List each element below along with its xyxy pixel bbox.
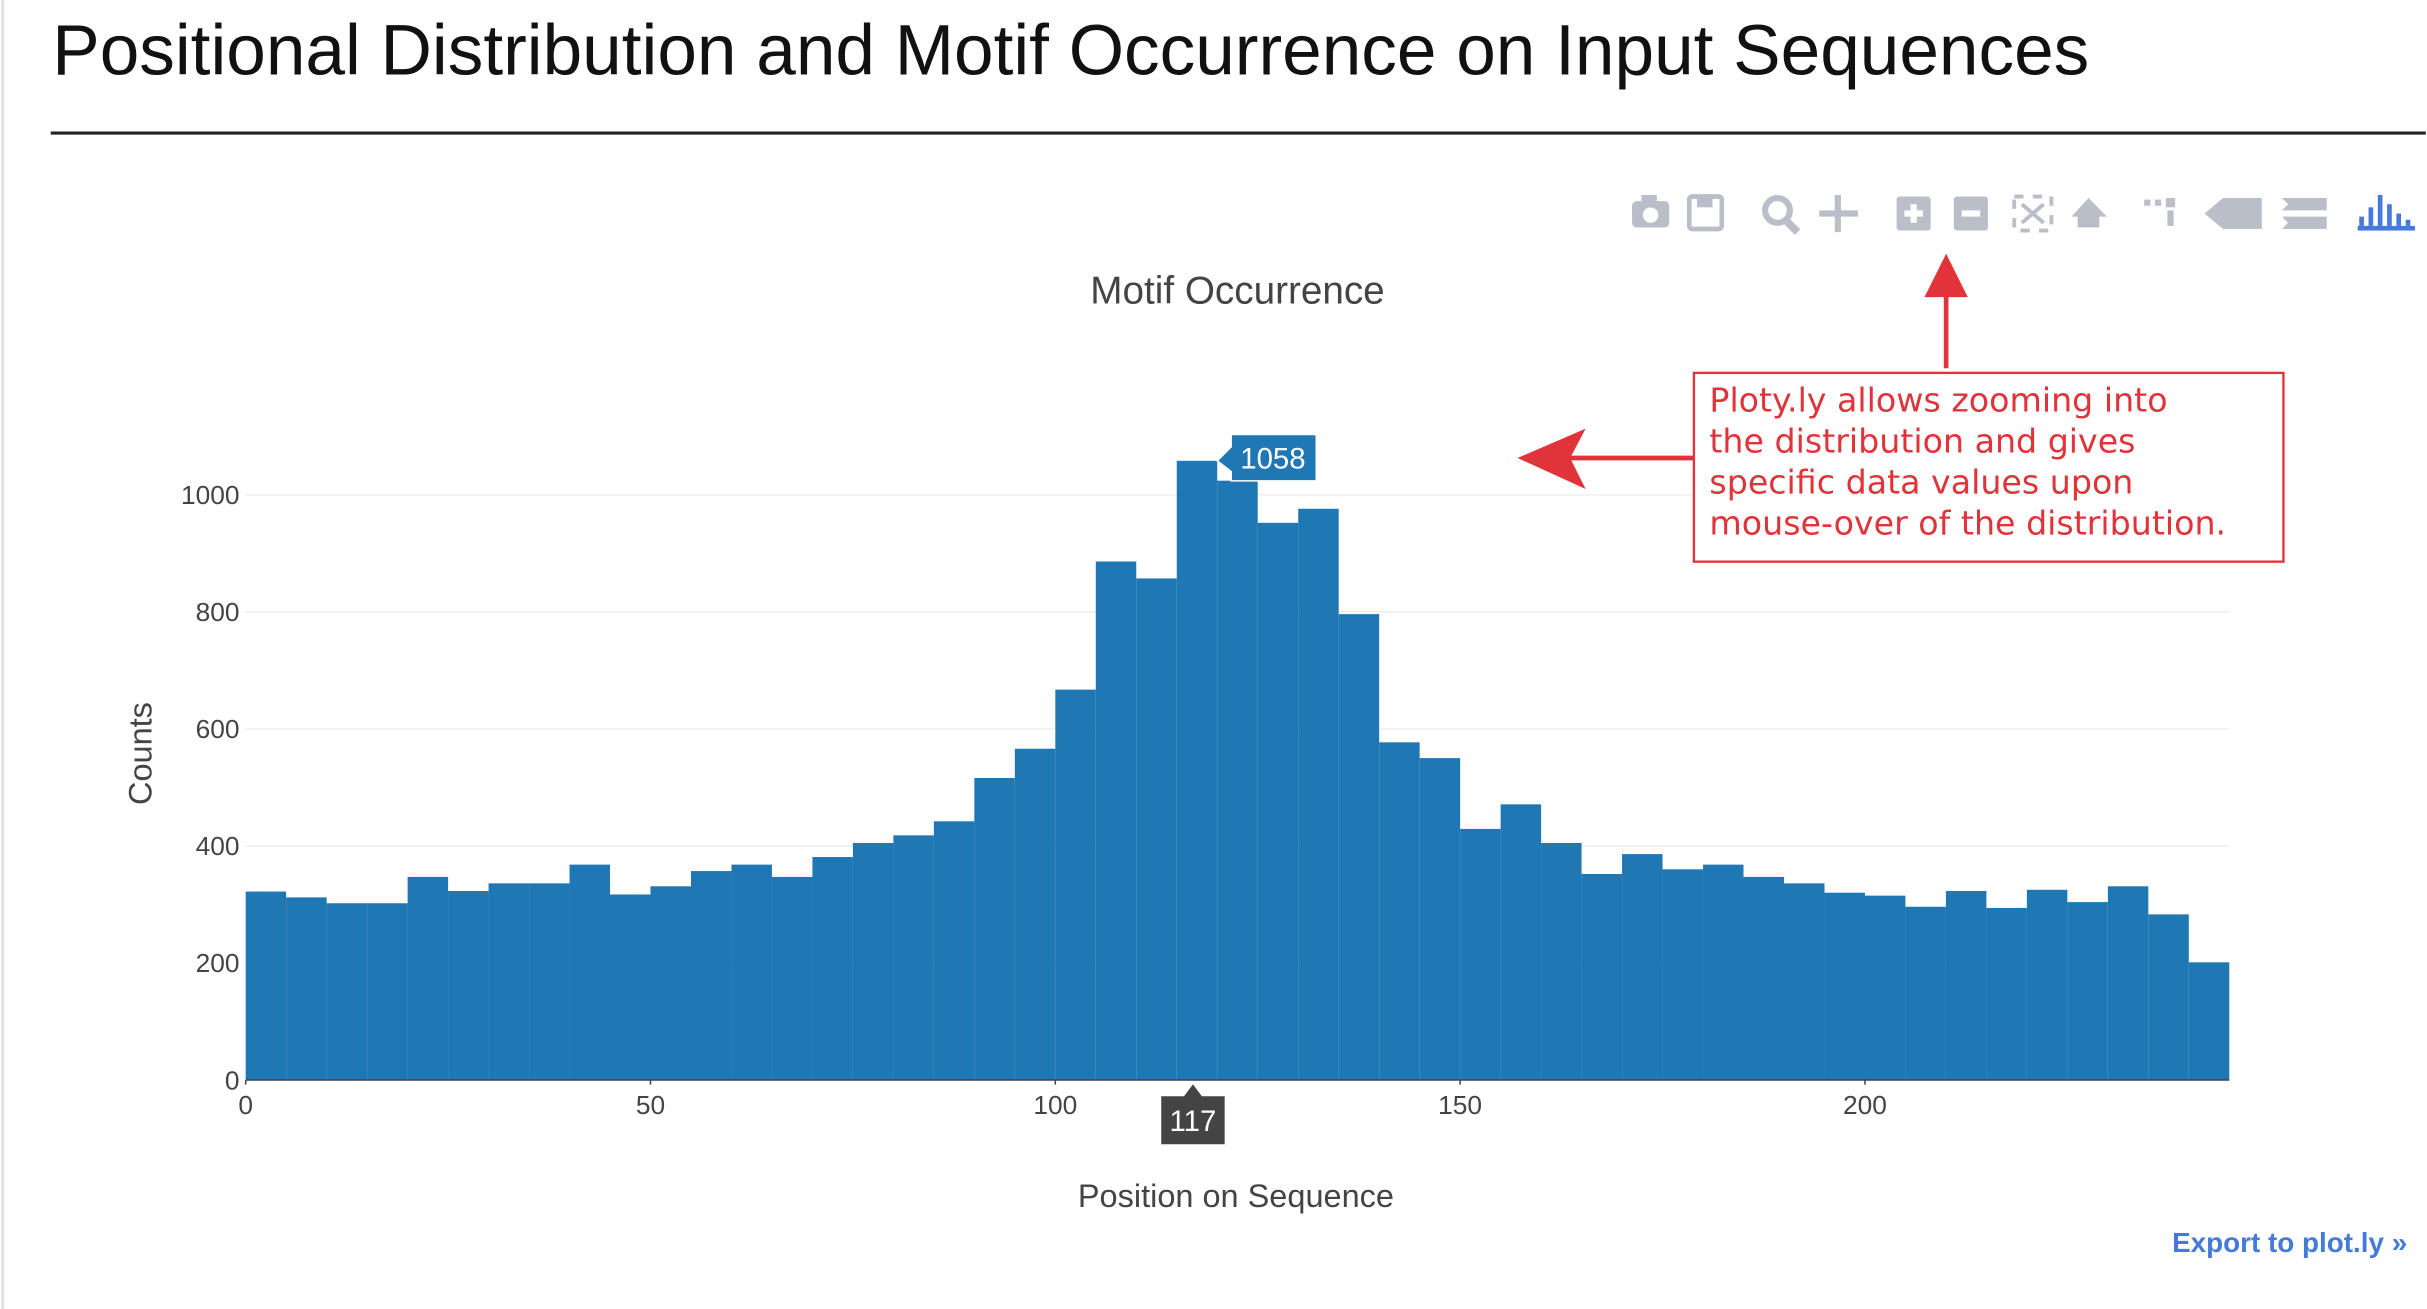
bar[interactable] [1095,561,1137,1081]
camera-icon[interactable] [1632,194,1670,228]
save-icon[interactable] [1686,194,1725,232]
bar[interactable] [1298,508,1339,1081]
bar[interactable] [1257,522,1299,1081]
bar[interactable] [1014,748,1056,1081]
bar[interactable] [893,835,934,1081]
bar[interactable] [1136,578,1177,1081]
hover-value: 1058 [1240,443,1305,476]
annotation-line: Ploty.ly allows zooming into [1709,381,2167,420]
bar[interactable] [1824,892,1865,1081]
bar[interactable] [1176,460,1218,1081]
chart-title: Motif Occurrence [1090,269,1384,312]
hover-closest-icon[interactable] [2204,198,2262,229]
y-tick-label: 0 [225,1065,240,1095]
zoom-out-icon[interactable] [1953,196,1988,231]
bar[interactable] [1419,758,1461,1081]
autoscale-icon[interactable] [2012,194,2054,233]
y-tick-label: 200 [196,948,240,978]
plot-area: 0 200 400 600 800 1000 0 50 100 150 200 1058 117 [181,433,2230,1146]
bar[interactable] [1338,614,1380,1081]
plotly-logo[interactable] [2357,194,2415,231]
y-tick-label: 400 [196,831,240,861]
bar[interactable] [407,876,449,1081]
bar[interactable] [1581,873,1623,1081]
x-axis-title: Position on Sequence [1078,1178,1394,1214]
annotation-line: mouse-over of the distribution. [1709,504,2226,543]
bar[interactable] [650,886,691,1081]
page-title: Positional Distribution and Motif Occurr… [52,11,2089,90]
bar[interactable] [245,891,287,1081]
bar[interactable] [1945,890,1987,1081]
bar[interactable] [771,876,813,1081]
export-link[interactable]: Export to plot.ly » [2172,1227,2407,1258]
bar[interactable] [690,871,732,1081]
bar[interactable] [812,857,853,1081]
bar[interactable] [2148,914,2189,1081]
x-tick-label: 200 [1843,1090,1887,1120]
zoom-icon[interactable] [1762,194,1801,235]
bar[interactable] [1783,883,1825,1081]
bar[interactable] [731,864,772,1081]
arrow-head [1517,428,1586,489]
bar[interactable] [569,864,611,1081]
bar[interactable] [488,883,530,1081]
bar[interactable] [1743,876,1784,1081]
bar[interactable] [1622,854,1663,1081]
bar[interactable] [367,903,408,1081]
bar[interactable] [529,883,570,1081]
bar[interactable] [1541,842,1582,1081]
annotation-box [1692,371,2285,563]
x-tick-label: 100 [1033,1090,1077,1120]
bar[interactable] [1986,907,2027,1081]
bar[interactable] [1500,804,1542,1081]
bar[interactable] [852,842,894,1081]
bar[interactable] [1864,895,1906,1081]
bar[interactable] [1460,828,1501,1081]
bar[interactable] [1055,689,1096,1081]
bar[interactable] [286,897,327,1081]
x-tick-label: 150 [1438,1090,1482,1120]
y-axis-title: Counts [122,702,158,805]
pan-icon[interactable] [1819,194,1858,233]
annotation-line: the distribution and gives [1709,422,2135,461]
bar[interactable] [1217,480,1258,1081]
bar[interactable] [974,778,1015,1081]
bar[interactable] [1905,906,1946,1081]
annotation-line: specific data values upon [1709,463,2133,502]
bar[interactable] [2107,886,2149,1081]
modebar [1632,194,2415,235]
bar[interactable] [2067,902,2108,1081]
bar[interactable] [1662,869,1704,1081]
bar[interactable] [1703,864,1744,1081]
y-tick-label: 1000 [181,480,240,510]
zoom-in-icon[interactable] [1896,196,1931,231]
hover-x-value: 117 [1170,1105,1217,1138]
reset-icon[interactable] [2071,198,2108,228]
arrow-head [1924,253,1968,298]
y-tick-label: 600 [196,714,240,744]
y-tick-label: 800 [196,597,240,627]
bar[interactable] [610,894,651,1081]
bar[interactable] [326,903,368,1081]
spike-icon[interactable] [2144,198,2176,226]
bar[interactable] [2188,962,2230,1081]
hover-x-box [1159,1081,1227,1146]
bar[interactable] [2026,889,2068,1081]
bar[interactable] [1379,742,1420,1081]
hover-compare-icon[interactable] [2281,198,2327,229]
hover-box [1216,433,1318,482]
x-tick-label: 50 [636,1090,665,1120]
bar[interactable] [933,821,975,1081]
bar[interactable] [448,890,489,1081]
x-tick-label: 0 [238,1090,253,1120]
